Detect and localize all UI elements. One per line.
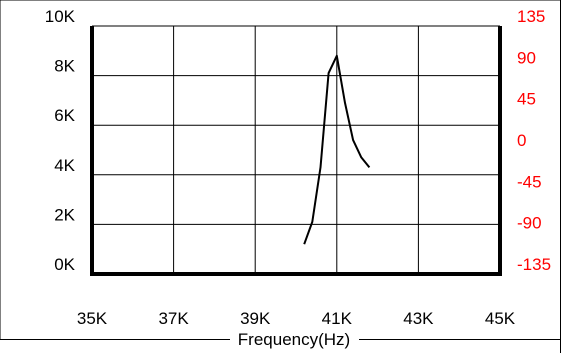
y-tick-label: 10K — [45, 7, 76, 26]
grid — [92, 25, 500, 274]
y2-tick-label: 135 — [517, 7, 545, 26]
y-tick-label: 0K — [54, 255, 75, 274]
series-line-0 — [303, 54, 371, 245]
y-tick-label: 8K — [54, 57, 75, 76]
series-layer — [303, 54, 371, 245]
x-tick-label: 35K — [77, 309, 108, 328]
tick-labels: 35K 37K 39K 41K 43K 45K 0K 2K 4K 6K 8K 10K -135 -90 -4… — [45, 7, 551, 328]
x-tick-label: 43K — [403, 309, 434, 328]
y-tick-label: 6K — [54, 106, 75, 125]
y2-tick-label: 45 — [517, 90, 536, 109]
axes — [90, 26, 502, 276]
y-tick-label: 2K — [54, 205, 75, 224]
x-tick-label: 45K — [485, 309, 516, 328]
y2-tick-label: 90 — [517, 48, 536, 67]
y2-tick-label: 0 — [517, 131, 526, 150]
x-tick-label: 39K — [240, 309, 271, 328]
x-axis-label: Frequency(Hz) — [238, 330, 350, 349]
y2-tick-label: -45 — [517, 172, 542, 191]
y2-tick-label: -90 — [517, 214, 542, 233]
y2-tick-label: -135 — [517, 255, 551, 274]
y-tick-label: 4K — [54, 156, 75, 175]
x-tick-label: 37K — [158, 309, 189, 328]
x-tick-label: 41K — [322, 309, 353, 328]
